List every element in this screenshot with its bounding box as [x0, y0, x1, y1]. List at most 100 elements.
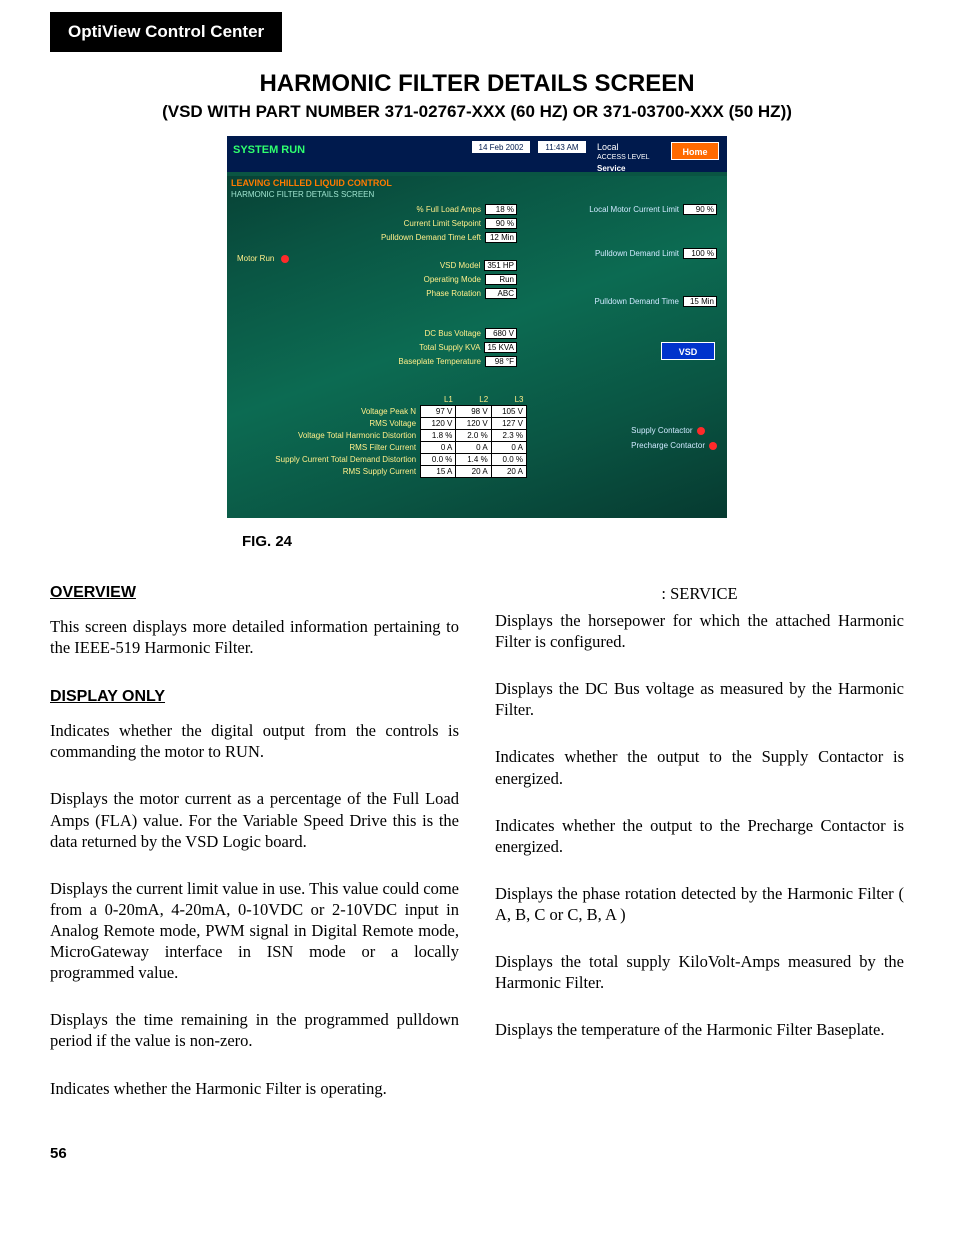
- setpoint-label: Local Motor Current Limit: [589, 205, 679, 214]
- readout-label: Current Limit Setpoint: [404, 219, 481, 228]
- hmi-screenshot: SYSTEM RUN 14 Feb 2002 11:43 AM Local AC…: [227, 136, 727, 518]
- description-paragraph: Indicates whether the output to the Prec…: [495, 815, 904, 857]
- contactor-status-block: Supply ContactorPrecharge Contactor: [631, 426, 717, 456]
- row-label: Voltage Total Harmonic Distortion: [233, 430, 421, 442]
- readout-label: Operating Mode: [424, 275, 481, 284]
- description-paragraph: Indicates whether the output to the Supp…: [495, 746, 904, 788]
- readout-row: Pulldown Demand Time Left12 Min: [381, 232, 517, 243]
- left-text-column: OVERVIEW This screen displays more detai…: [50, 584, 459, 1125]
- description-paragraph: Displays the motor current as a percenta…: [50, 788, 459, 851]
- system-run-label: SYSTEM RUN: [233, 144, 305, 156]
- setpoint-row: Local Motor Current Limit 90 %: [589, 204, 717, 215]
- vsd-button[interactable]: VSD: [661, 342, 715, 360]
- phase-cell: 120 V: [421, 418, 456, 430]
- control-mode-header: LEAVING CHILLED LIQUID CONTROL: [231, 178, 392, 188]
- phase-cell: 105 V: [491, 406, 526, 418]
- setpoint-label: Pulldown Demand Limit: [595, 249, 679, 258]
- readout-value: 90 %: [485, 218, 517, 229]
- readout-row: Baseplate Temperature 98 °F: [398, 356, 517, 367]
- description-paragraph: Displays the horsepower for which the at…: [495, 610, 904, 652]
- description-paragraph: Displays the current limit value in use.…: [50, 878, 459, 984]
- display-only-heading: DISPLAY ONLY: [50, 688, 459, 706]
- setpoint-row: Pulldown Demand Limit 100 %: [595, 248, 717, 259]
- table-row: Voltage Peak N97 V98 V105 V: [233, 406, 527, 418]
- setpoint-value: 15 Min: [683, 296, 717, 307]
- table-row: RMS Voltage120 V120 V127 V: [233, 418, 527, 430]
- phase-cell: 0.0 %: [491, 454, 526, 466]
- readout-label: Baseplate Temperature: [398, 357, 481, 366]
- setpoint-row: Pulldown Demand Time15 Min: [595, 296, 717, 307]
- page-title: HARMONIC FILTER DETAILS SCREEN: [50, 70, 904, 98]
- phase-cell: 1.4 %: [456, 454, 491, 466]
- table-row: RMS Supply Current15 A20 A20 A: [233, 466, 527, 478]
- row-label: RMS Filter Current: [233, 442, 421, 454]
- contactor-led-icon: [709, 442, 717, 450]
- phase-header: L3: [491, 394, 526, 406]
- phase-header: L2: [456, 394, 491, 406]
- description-paragraph: Displays the temperature of the Harmonic…: [495, 1019, 904, 1040]
- readout-row: DC Bus Voltage 680 V: [425, 328, 517, 339]
- table-row: Voltage Total Harmonic Distortion1.8 %2.…: [233, 430, 527, 442]
- readout-row: Total Supply KVA 15 KVA: [419, 342, 517, 353]
- contactor-led-icon: [697, 427, 705, 435]
- description-paragraph: Indicates whether the Harmonic Filter is…: [50, 1078, 459, 1099]
- motor-run-indicator: Motor Run: [237, 254, 289, 263]
- right-text-column: : SERVICE Displays the horsepower for wh…: [495, 584, 904, 1125]
- phase-header: L1: [421, 394, 456, 406]
- date-field: 14 Feb 2002: [471, 140, 531, 154]
- phase-cell: 20 A: [456, 466, 491, 478]
- readout-value: 15 KVA: [484, 342, 517, 353]
- phase-cell: 1.8 %: [421, 430, 456, 442]
- description-paragraph: Displays the time remaining in the progr…: [50, 1009, 459, 1051]
- readout-value: 98 °F: [485, 356, 517, 367]
- hmi-topbar: SYSTEM RUN 14 Feb 2002 11:43 AM Local AC…: [227, 136, 727, 176]
- screen-breadcrumb: HARMONIC FILTER DETAILS SCREEN: [231, 190, 374, 199]
- access-level-value: Service: [597, 164, 625, 173]
- home-button[interactable]: Home: [671, 142, 719, 160]
- phase-cell: 2.3 %: [491, 430, 526, 442]
- phase-cell: 2.0 %: [456, 430, 491, 442]
- description-paragraph: Displays the DC Bus voltage as measured …: [495, 678, 904, 720]
- local-label: Local: [597, 142, 619, 152]
- product-header-badge: OptiView Control Center: [50, 12, 282, 52]
- description-paragraph: Indicates whether the digital output fro…: [50, 720, 459, 762]
- readout-value: 12 Min: [485, 232, 517, 243]
- motor-run-label: Motor Run: [237, 254, 274, 263]
- phase-cell: 0 A: [456, 442, 491, 454]
- phase-cell: 15 A: [421, 466, 456, 478]
- service-tag: : SERVICE: [495, 584, 904, 604]
- readout-row: Operating Mode Run: [424, 274, 517, 285]
- readout-value: 680 V: [485, 328, 517, 339]
- readout-value: Run: [485, 274, 517, 285]
- phase-cell: 97 V: [421, 406, 456, 418]
- description-paragraph: Displays the phase rotation detected by …: [495, 883, 904, 925]
- row-label: RMS Supply Current: [233, 466, 421, 478]
- phase-cell: 0.0 %: [421, 454, 456, 466]
- contactor-label: Precharge Contactor: [631, 441, 705, 450]
- phase-cell: 120 V: [456, 418, 491, 430]
- figure-caption: FIG. 24: [242, 533, 904, 550]
- phase-cell: 20 A: [491, 466, 526, 478]
- readout-value: 18 %: [485, 204, 517, 215]
- row-label: Voltage Peak N: [233, 406, 421, 418]
- setpoint-value: 100 %: [683, 248, 717, 259]
- readout-row: Current Limit Setpoint 90 %: [404, 218, 517, 229]
- phase-cell: 98 V: [456, 406, 491, 418]
- phase-cell: 0 A: [421, 442, 456, 454]
- table-row: Supply Current Total Demand Distortion0.…: [233, 454, 527, 466]
- time-field: 11:43 AM: [537, 140, 587, 154]
- readout-label: VSD Model: [440, 261, 480, 270]
- readout-label: % Full Load Amps: [417, 205, 481, 214]
- setpoint-value: 90 %: [683, 204, 717, 215]
- readout-row: % Full Load Amps 18 %: [417, 204, 517, 215]
- readout-value: ABC: [485, 288, 517, 299]
- access-level-label: ACCESS LEVEL: [597, 154, 650, 161]
- readout-row: VSD Model 351 HP: [440, 260, 517, 271]
- motor-run-led-icon: [281, 255, 289, 263]
- page-subtitle: (VSD WITH PART NUMBER 371-02767-XXX (60 …: [50, 102, 904, 122]
- row-label: RMS Voltage: [233, 418, 421, 430]
- readout-value: 351 HP: [484, 260, 517, 271]
- readout-label: Total Supply KVA: [419, 343, 480, 352]
- readout-label: Phase Rotation: [426, 289, 481, 298]
- readout-label: DC Bus Voltage: [425, 329, 481, 338]
